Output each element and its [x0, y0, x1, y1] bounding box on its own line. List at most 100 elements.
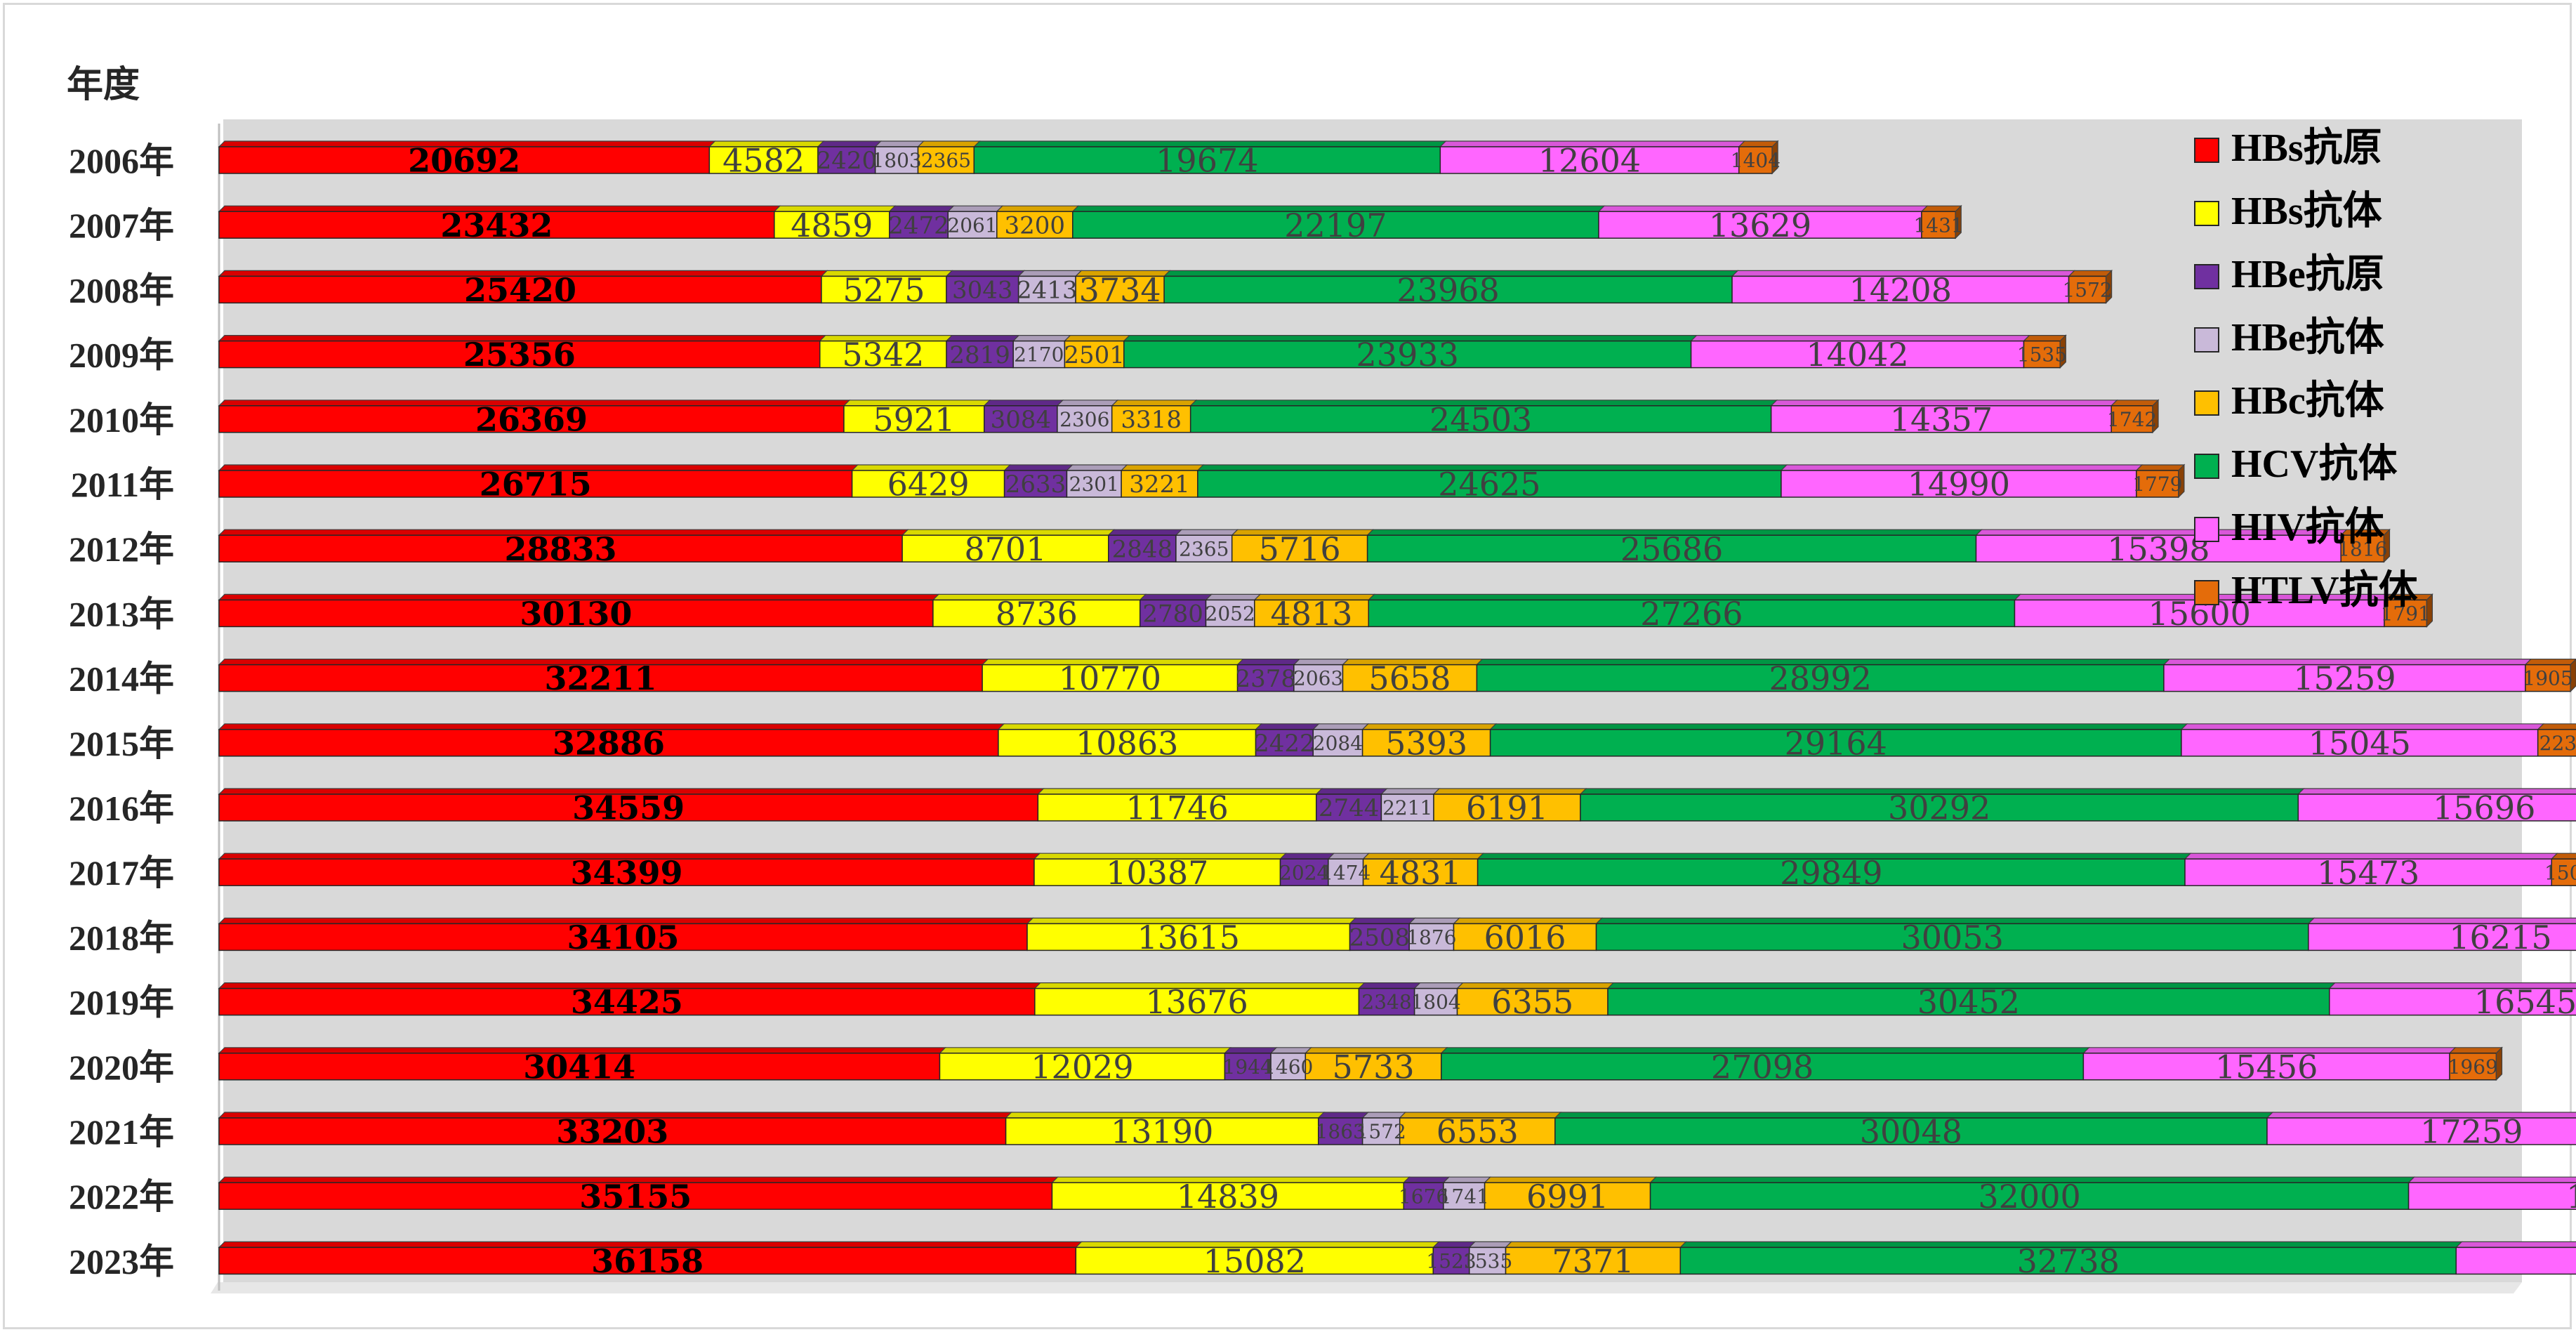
data-label: 27266	[1640, 595, 1743, 633]
category-label: 2012年	[69, 529, 174, 569]
data-label: 32211	[545, 659, 657, 697]
data-label: 2365	[921, 149, 971, 172]
data-label: 5733	[1333, 1048, 1415, 1086]
bar-segment	[1441, 1053, 2085, 1081]
bar-segment	[1443, 1182, 1486, 1210]
bars-group	[218, 140, 2576, 1275]
category-label: 2014年	[69, 659, 174, 699]
bar-segment	[982, 664, 1239, 692]
bar-top-face	[1063, 335, 1131, 342]
data-label: 4813	[1270, 595, 1352, 633]
data-label: 16545	[2474, 983, 2576, 1021]
bar-segment	[901, 534, 1109, 562]
bar-top-face	[1317, 1112, 1370, 1119]
bar-segment	[1403, 1182, 1444, 1210]
bar-top-face	[1408, 917, 1460, 925]
bar-top-face	[2023, 335, 2067, 342]
bar-segment	[1408, 923, 1455, 951]
data-label: 2052	[1206, 602, 1255, 625]
bar-segment	[1690, 340, 2025, 369]
data-label: 24625	[1438, 466, 1540, 503]
bar-top-face	[1269, 1047, 1312, 1054]
bar-segment	[1781, 470, 2137, 498]
bar-top-face	[1738, 140, 1779, 147]
bar-segment	[973, 146, 1441, 174]
data-label: 11746	[1125, 789, 1228, 827]
bar-side-face	[2106, 269, 2113, 304]
bar-segment	[1484, 1182, 1651, 1210]
data-label: 20692	[408, 142, 520, 180]
bar-segment	[1361, 729, 1491, 757]
bar-segment	[2184, 858, 2552, 886]
legend-swatch	[2194, 327, 2219, 353]
bar-top-face	[2448, 1047, 2503, 1054]
bar-segment	[1349, 923, 1410, 951]
data-label: 3043	[952, 277, 1013, 305]
bar-top-face	[983, 400, 1064, 407]
data-label: 12604	[1538, 142, 1641, 180]
bar-segment	[2266, 1117, 2576, 1145]
bar-top-face	[1139, 593, 1213, 601]
data-label: 4831	[1380, 854, 1462, 892]
bar-top-face	[1432, 1241, 1477, 1249]
bar-segment	[1255, 729, 1314, 757]
bar-segment	[851, 470, 1005, 498]
bar-segment	[1270, 1053, 1307, 1081]
bar-top-face	[1312, 723, 1370, 730]
bar-top-face	[1442, 1176, 1492, 1183]
bar-segment	[774, 211, 890, 239]
data-label: 1876	[1406, 926, 1456, 949]
bar-segment	[218, 923, 1028, 951]
bar-side-face	[2495, 1046, 2503, 1081]
data-label: 3221	[1129, 470, 1190, 499]
data-label: 34425	[571, 983, 683, 1021]
data-label: 6429	[887, 466, 970, 503]
bar-top-face	[1066, 464, 1128, 471]
data-label: 22197	[1284, 206, 1387, 244]
bar-segment	[218, 1246, 1077, 1275]
bar-side-face	[2178, 463, 2185, 499]
bar-top-face	[874, 140, 925, 147]
data-label: 2501	[1064, 341, 1125, 369]
data-label: 1741	[1439, 1185, 1489, 1208]
bar-segment	[939, 1053, 1226, 1081]
data-label: 10863	[1076, 724, 1178, 762]
data-label: 6191	[1466, 789, 1548, 827]
data-label: 5921	[873, 400, 955, 438]
bar-segment	[947, 211, 998, 239]
data-label: 15696	[2433, 789, 2535, 827]
bar-top-face	[1224, 1047, 1278, 1054]
data-label: 1572	[1356, 1120, 1406, 1143]
bar-segment	[1051, 1182, 1405, 1210]
bar-segment	[1366, 534, 1977, 562]
data-label: 30053	[1901, 918, 2004, 956]
bar-segment	[2023, 340, 2061, 369]
bar-segment	[218, 987, 1036, 1016]
data-label: 1504	[2544, 861, 2576, 884]
data-label: 1905	[2523, 667, 2572, 690]
category-label: 2018年	[69, 918, 174, 957]
bar-segment	[819, 340, 947, 369]
data-label: 2422	[1254, 730, 1315, 758]
bar-segment	[1476, 664, 2165, 692]
bar-top-face	[2328, 982, 2576, 989]
bar-side-face	[2426, 593, 2433, 628]
bar-top-face	[1003, 464, 1074, 471]
bar-segment	[218, 1053, 941, 1081]
bar-side-face	[2059, 334, 2066, 369]
bar-segment	[218, 275, 822, 304]
data-label: 2413	[1017, 277, 1078, 305]
category-label: 2019年	[69, 983, 174, 1022]
data-label: 1863	[1316, 1120, 1366, 1143]
data-label: 2420	[817, 147, 878, 175]
data-label: 5342	[842, 336, 924, 374]
bar-top-face	[1402, 1176, 1451, 1183]
bar-segment	[1380, 793, 1434, 822]
data-label: 1816	[2337, 537, 2387, 560]
bar-segment	[2537, 729, 2576, 757]
bar-segment	[2068, 275, 2107, 304]
legend-swatch	[2194, 454, 2219, 479]
bar-segment	[1066, 470, 1122, 498]
bar-segment	[1236, 664, 1295, 692]
